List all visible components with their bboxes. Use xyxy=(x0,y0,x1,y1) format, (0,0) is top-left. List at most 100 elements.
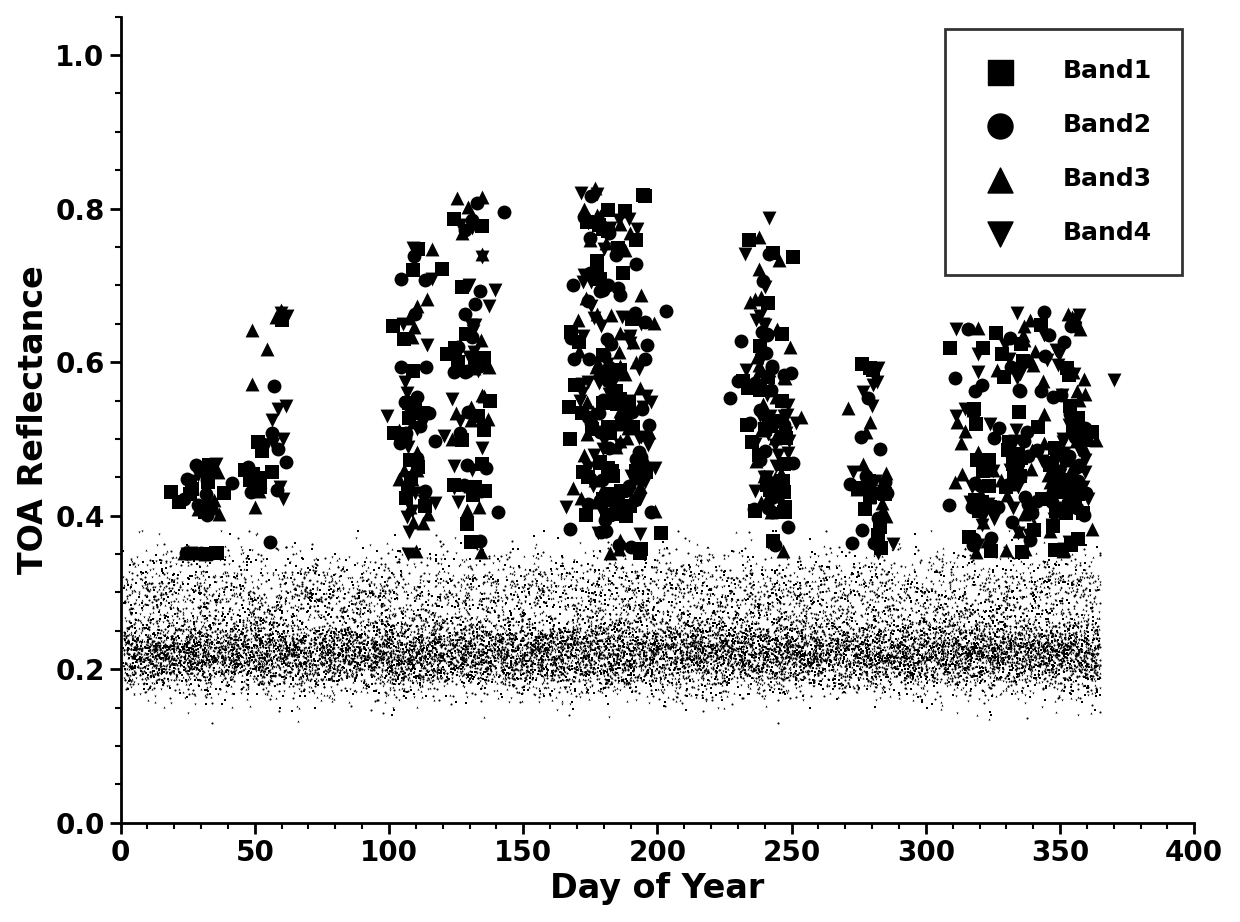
Point xyxy=(367,657,387,672)
Point xyxy=(1075,631,1095,645)
Point xyxy=(570,622,590,637)
Point xyxy=(936,649,956,664)
Point xyxy=(133,672,153,687)
Point xyxy=(332,605,352,620)
Point xyxy=(213,651,233,666)
Point xyxy=(129,645,149,660)
Point xyxy=(820,639,839,654)
Point xyxy=(448,655,467,669)
Point xyxy=(889,537,909,551)
Point xyxy=(1090,705,1110,720)
Point xyxy=(1073,583,1092,597)
Point xyxy=(686,688,706,703)
Point xyxy=(957,660,977,675)
Point xyxy=(325,654,345,668)
Point xyxy=(201,634,221,649)
Point xyxy=(760,652,780,667)
Point xyxy=(733,655,753,669)
Point xyxy=(748,681,768,696)
Point xyxy=(773,473,792,488)
Point xyxy=(470,358,490,372)
Point xyxy=(1003,588,1023,603)
Point xyxy=(516,595,536,609)
Point xyxy=(139,644,159,658)
Point xyxy=(472,441,492,455)
Point xyxy=(536,627,556,642)
Point xyxy=(766,675,786,690)
Point xyxy=(169,594,188,609)
Point xyxy=(362,636,382,651)
Point xyxy=(642,667,662,681)
Point xyxy=(428,565,448,580)
Point xyxy=(537,646,557,661)
Point xyxy=(498,615,518,630)
Point xyxy=(336,680,356,695)
Point xyxy=(610,359,630,373)
Point xyxy=(264,565,284,580)
Point xyxy=(455,642,475,656)
Point xyxy=(413,629,433,644)
Point xyxy=(847,640,867,655)
Point xyxy=(513,606,533,621)
Point xyxy=(796,600,816,615)
Point xyxy=(1042,663,1061,678)
Point xyxy=(627,614,647,629)
Point xyxy=(732,544,751,559)
Point xyxy=(578,575,598,590)
Point xyxy=(645,560,665,574)
Point xyxy=(749,646,769,661)
Point xyxy=(882,542,901,557)
Point xyxy=(399,597,419,612)
Point xyxy=(392,603,412,618)
Point xyxy=(491,619,511,633)
Point xyxy=(910,597,930,612)
Point xyxy=(692,655,712,669)
Point xyxy=(129,628,149,643)
Point xyxy=(195,665,215,680)
Point xyxy=(1009,567,1029,582)
Point xyxy=(309,598,329,613)
Point xyxy=(162,629,182,644)
Point xyxy=(1065,428,1085,443)
Point xyxy=(376,557,396,572)
Point xyxy=(305,658,325,673)
Point xyxy=(232,638,252,653)
Point xyxy=(356,650,376,665)
Point xyxy=(632,602,652,617)
Point xyxy=(1048,648,1068,663)
Point xyxy=(901,652,921,667)
Point xyxy=(239,699,259,714)
Point xyxy=(843,679,863,693)
Point xyxy=(532,626,552,641)
Point xyxy=(950,621,970,635)
Point xyxy=(448,660,467,675)
Point xyxy=(181,641,201,656)
Point xyxy=(916,653,936,668)
Point xyxy=(512,687,532,702)
Point xyxy=(985,641,1004,656)
Point xyxy=(589,672,609,687)
Point xyxy=(1047,607,1066,621)
Point xyxy=(624,603,644,618)
Point xyxy=(837,652,857,667)
Point xyxy=(651,659,671,674)
Point xyxy=(915,605,935,620)
Point xyxy=(827,611,847,626)
Point xyxy=(1034,628,1054,643)
Point xyxy=(1056,646,1076,661)
Point xyxy=(563,615,583,630)
Point xyxy=(324,659,343,674)
Point xyxy=(631,661,651,676)
Point xyxy=(529,690,549,704)
Point xyxy=(960,609,980,623)
Point xyxy=(593,625,613,640)
Point xyxy=(386,617,405,632)
Point xyxy=(188,583,208,597)
Point xyxy=(527,642,547,656)
Point xyxy=(875,654,895,668)
Point xyxy=(233,645,253,660)
Point xyxy=(1089,640,1109,655)
Point xyxy=(666,637,686,652)
Point xyxy=(1037,656,1056,670)
Point xyxy=(1007,305,1027,320)
